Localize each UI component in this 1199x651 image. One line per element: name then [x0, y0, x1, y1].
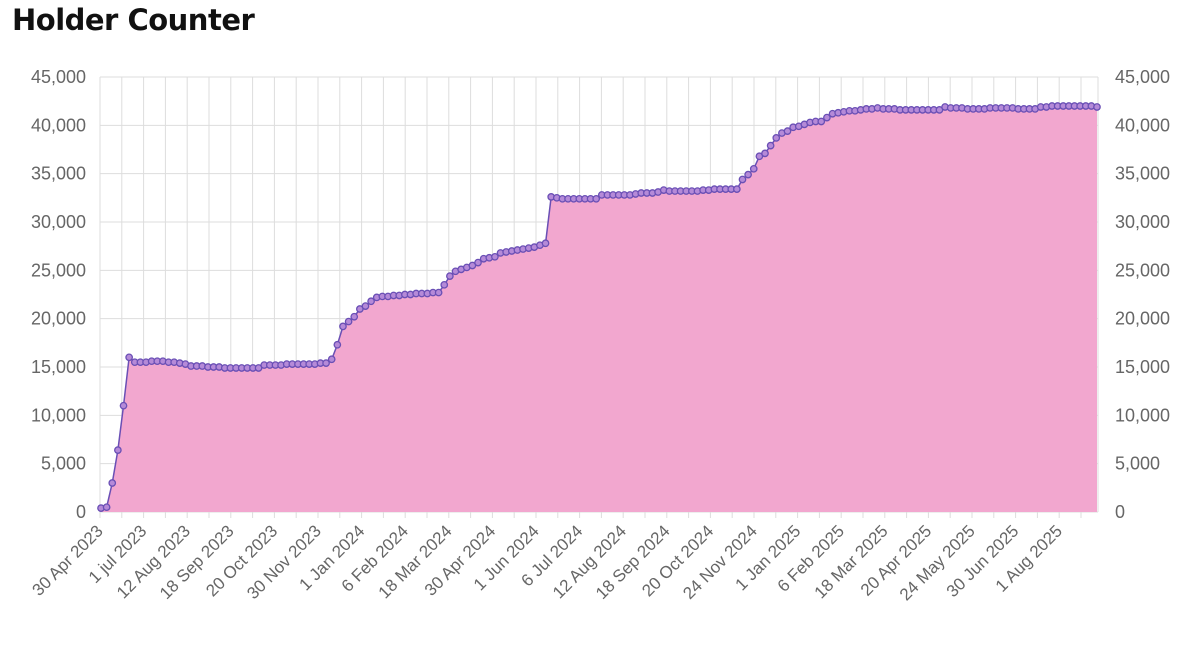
y-axis-right: 0 5,000 10,000 15,000 20,000 25,000 30,000 35,0… [1115, 67, 1170, 522]
data-point[interactable] [783, 127, 792, 135]
data-point[interactable] [491, 252, 499, 261]
data-point[interactable] [367, 297, 375, 306]
area-fill [101, 106, 1097, 512]
y-tick-label-left: 0 [76, 502, 86, 522]
data-point[interactable] [474, 258, 482, 267]
data-point[interactable] [738, 175, 747, 184]
y-tick-label-left: 25,000 [31, 260, 86, 280]
data-point[interactable] [446, 272, 454, 280]
data-point[interactable] [440, 280, 449, 289]
y-tick-label-left: 15,000 [31, 357, 86, 377]
y-tick-label-right: 0 [1115, 502, 1125, 522]
data-point[interactable] [361, 302, 370, 310]
area-fill-layer [100, 105, 1098, 512]
data-point[interactable] [434, 288, 443, 297]
data-point[interactable] [766, 141, 775, 150]
y-tick-label-right: 20,000 [1115, 309, 1170, 329]
y-tick-label-left: 10,000 [31, 405, 86, 425]
data-point[interactable] [327, 355, 336, 364]
data-point[interactable] [322, 359, 330, 367]
data-point[interactable] [744, 170, 752, 179]
data-point[interactable] [344, 317, 353, 326]
y-axis-left: 0 5,000 10,000 15,000 20,000 25,000 30,000 35,0… [31, 67, 86, 522]
chart-title: Holder Counter [12, 3, 255, 37]
y-tick-label-right: 45,000 [1115, 67, 1170, 87]
y-tick-label-right: 5,000 [1115, 454, 1160, 474]
y-tick-label-right: 30,000 [1115, 212, 1170, 232]
data-point[interactable] [125, 353, 133, 362]
data-point[interactable] [108, 479, 117, 487]
data-point[interactable] [733, 185, 741, 193]
x-tick-label: 30 Apr 2023 [29, 521, 107, 599]
y-tick-label-right: 40,000 [1115, 115, 1170, 135]
data-point[interactable] [350, 312, 359, 321]
y-tick-label-right: 15,000 [1115, 357, 1170, 377]
y-tick-label-left: 40,000 [31, 115, 86, 135]
data-point[interactable] [823, 113, 831, 122]
data-point[interactable] [102, 503, 111, 512]
data-point[interactable] [114, 446, 122, 454]
y-tick-label-right: 25,000 [1115, 260, 1170, 280]
y-tick-label-right: 35,000 [1115, 164, 1170, 184]
data-point[interactable] [333, 340, 342, 349]
data-point[interactable] [817, 117, 826, 126]
data-point[interactable] [761, 149, 769, 158]
data-point[interactable] [119, 401, 128, 410]
y-tick-label-left: 5,000 [41, 454, 86, 474]
data-points-layer [97, 102, 1101, 512]
data-point[interactable] [772, 134, 781, 142]
y-tick-label-left: 35,000 [31, 164, 86, 184]
y-tick-label-left: 20,000 [31, 309, 86, 329]
data-point[interactable] [339, 322, 347, 331]
data-point[interactable] [541, 239, 550, 248]
data-point[interactable] [749, 164, 758, 173]
y-tick-label-left: 30,000 [31, 212, 86, 232]
data-point[interactable] [592, 194, 601, 203]
data-point[interactable] [1093, 103, 1101, 111]
y-tick-label-left: 45,000 [31, 67, 86, 87]
y-tick-label-right: 10,000 [1115, 405, 1170, 425]
